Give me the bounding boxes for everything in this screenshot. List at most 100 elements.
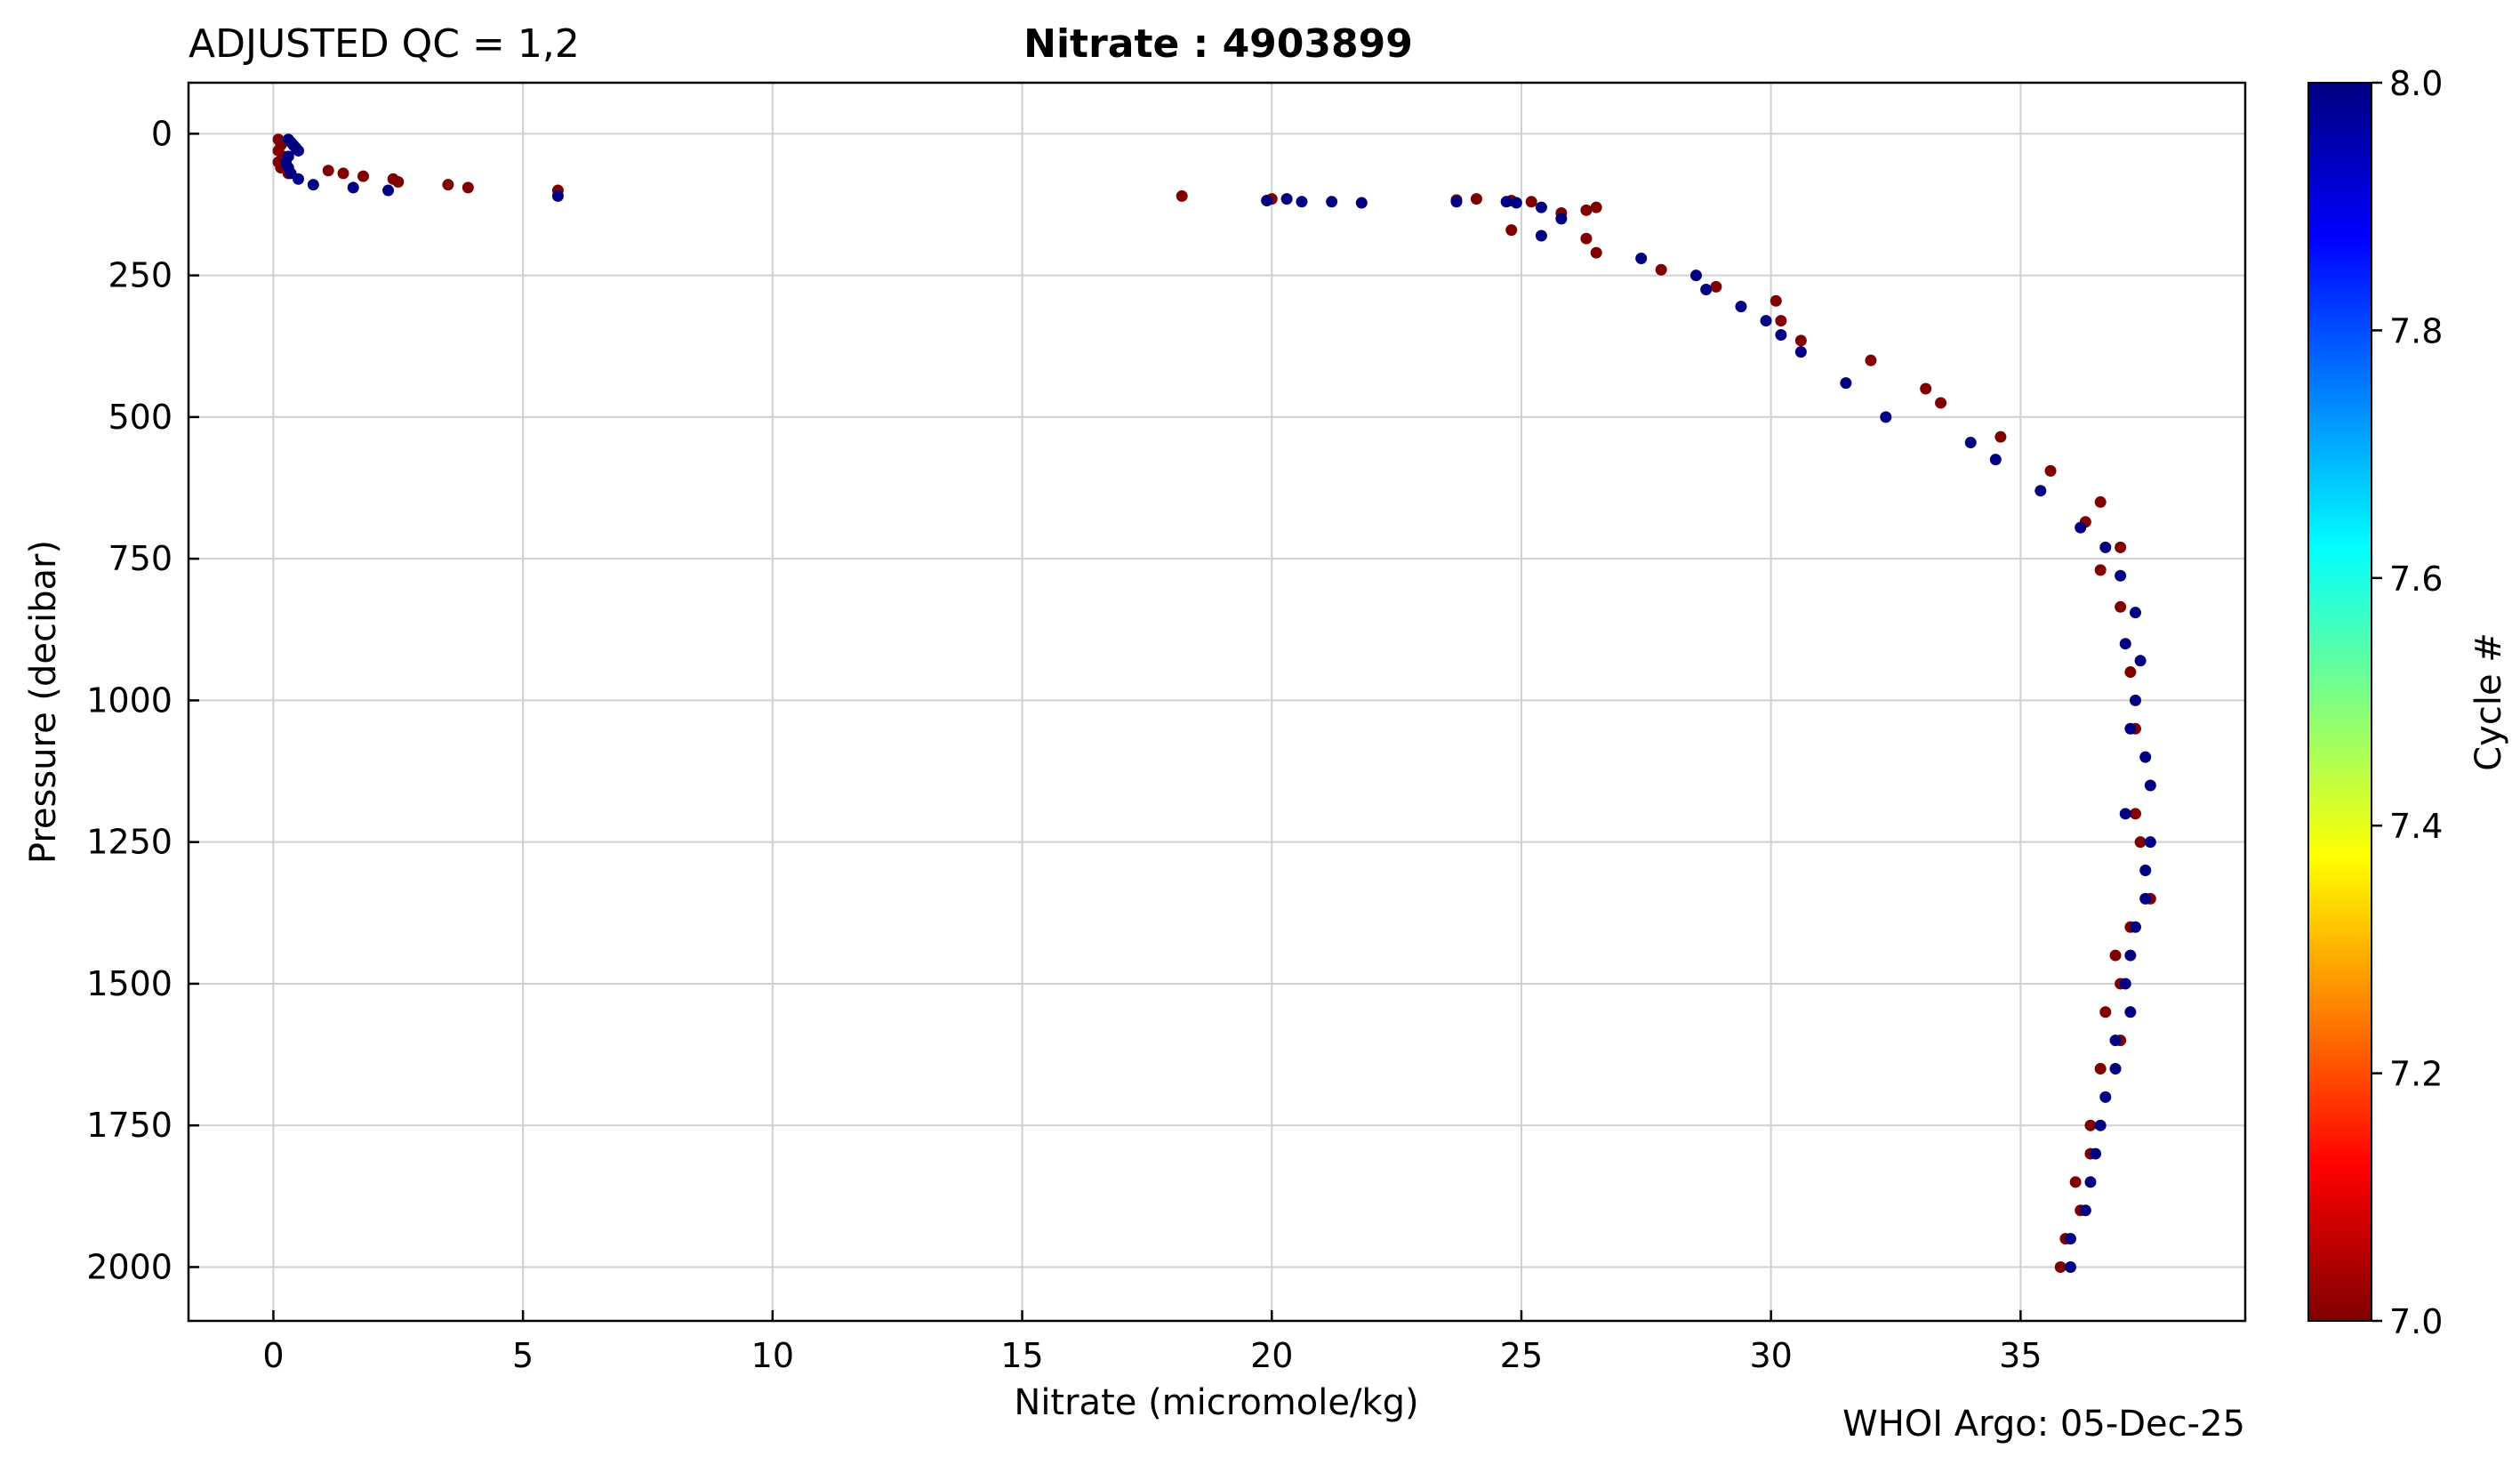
data-point-cycle-8 xyxy=(293,173,305,185)
data-point-cycle-7 xyxy=(1580,232,1593,245)
data-point-cycle-8 xyxy=(2144,836,2156,849)
data-point-cycle-7 xyxy=(322,165,334,177)
y-tick-label: 1750 xyxy=(86,1106,173,1145)
data-point-cycle-8 xyxy=(347,181,359,194)
plot-frame xyxy=(187,81,2247,1323)
data-point-cycle-7 xyxy=(2094,564,2107,576)
data-point-cycle-7 xyxy=(357,170,369,182)
y-axis-label: Pressure (decibar) xyxy=(23,540,64,864)
data-point-cycle-7 xyxy=(2069,1176,2082,1188)
data-point-cycle-7 xyxy=(2129,808,2141,820)
colorbar-tick-label: 7.8 xyxy=(2389,311,2443,350)
data-point-cycle-7 xyxy=(2094,495,2107,508)
data-point-cycle-7 xyxy=(2099,1006,2112,1018)
data-point-cycle-7 xyxy=(1590,201,1602,213)
colorbar-tick-label: 7.2 xyxy=(2389,1055,2443,1094)
y-tick-label: 1000 xyxy=(86,680,173,720)
colorbar xyxy=(2307,82,2372,1322)
data-point-cycle-8 xyxy=(2079,1204,2091,1217)
data-point-cycle-8 xyxy=(2129,607,2141,619)
data-point-cycle-8 xyxy=(1355,197,1368,209)
data-point-cycle-8 xyxy=(1326,196,1338,208)
colorbar-tick-label: 7.0 xyxy=(2389,1302,2443,1341)
x-axis-ticks: 0 5 10 15 20 25 30 35 xyxy=(262,1310,2042,1375)
colorbar-tick-label: 7.4 xyxy=(2389,807,2443,846)
x-tick-label: 20 xyxy=(1250,1336,1293,1375)
data-point-cycle-7 xyxy=(1470,193,1482,205)
data-point-cycle-7 xyxy=(1794,334,1807,347)
data-point-cycle-7 xyxy=(1505,224,1518,237)
data-point-cycle-8 xyxy=(2099,1091,2112,1103)
data-point-cycle-7 xyxy=(1590,246,1602,259)
data-point-cycle-8 xyxy=(2065,1233,2077,1245)
data-point-cycle-7 xyxy=(2115,541,2127,553)
data-point-cycle-8 xyxy=(307,179,319,191)
data-point-cycle-7 xyxy=(1775,315,1787,327)
x-tick-label: 35 xyxy=(1999,1336,2042,1375)
data-point-cycle-8 xyxy=(382,184,395,197)
scatter-points xyxy=(272,133,2156,1273)
data-point-cycle-8 xyxy=(2129,921,2141,933)
data-point-cycle-7 xyxy=(1935,397,1947,409)
y-tick-label: 500 xyxy=(108,398,173,437)
data-point-cycle-8 xyxy=(2109,1034,2122,1047)
data-point-cycle-8 xyxy=(1794,346,1807,358)
footer-credit: WHOI Argo: 05-Dec-25 xyxy=(1842,1404,2245,1445)
data-point-cycle-8 xyxy=(2124,949,2137,962)
data-point-cycle-8 xyxy=(2139,892,2152,905)
data-point-cycle-8 xyxy=(2139,865,2152,877)
data-point-cycle-7 xyxy=(1920,382,1932,395)
data-point-cycle-8 xyxy=(1535,229,1547,242)
data-point-cycle-8 xyxy=(2034,485,2047,497)
data-point-cycle-7 xyxy=(442,179,454,191)
data-point-cycle-8 xyxy=(2129,694,2141,706)
x-tick-label: 0 xyxy=(262,1336,284,1375)
y-tick-label: 1500 xyxy=(86,964,173,1003)
data-point-cycle-8 xyxy=(2124,722,2137,735)
data-point-cycle-8 xyxy=(1280,193,1293,205)
data-point-cycle-8 xyxy=(2115,569,2127,582)
x-tick-label: 15 xyxy=(1000,1336,1043,1375)
y-tick-label: 250 xyxy=(108,256,173,295)
data-point-cycle-8 xyxy=(2119,638,2131,650)
y-tick-label: 0 xyxy=(151,114,173,153)
y-tick-label: 750 xyxy=(108,539,173,578)
data-point-cycle-8 xyxy=(2119,808,2131,820)
data-point-cycle-7 xyxy=(1770,294,1782,307)
data-point-cycle-8 xyxy=(2090,1147,2102,1160)
data-point-cycle-7 xyxy=(392,175,405,188)
x-tick-label: 25 xyxy=(1500,1336,1543,1375)
data-point-cycle-8 xyxy=(1535,201,1547,213)
data-point-cycle-7 xyxy=(2084,1119,2097,1131)
data-point-cycle-7 xyxy=(1865,354,1877,366)
data-point-cycle-8 xyxy=(2075,521,2087,534)
data-point-cycle-8 xyxy=(1689,270,1702,282)
data-point-cycle-8 xyxy=(1450,196,1463,208)
data-point-cycle-8 xyxy=(1840,377,1852,390)
data-point-cycle-8 xyxy=(2144,779,2156,792)
chart-title-center: Nitrate : 4903899 xyxy=(1023,21,1413,67)
colorbar-tick-label: 7.6 xyxy=(2389,559,2443,599)
data-point-cycle-7 xyxy=(2134,836,2147,849)
data-point-cycle-8 xyxy=(293,144,305,157)
data-point-cycle-7 xyxy=(461,181,474,194)
data-point-cycle-7 xyxy=(1655,263,1667,276)
data-point-cycle-8 xyxy=(2139,751,2152,763)
data-point-cycle-8 xyxy=(2124,1006,2137,1018)
x-tick-label: 30 xyxy=(1749,1336,1792,1375)
data-point-cycle-8 xyxy=(1700,284,1713,296)
data-point-cycle-7 xyxy=(1710,280,1722,293)
data-point-cycle-8 xyxy=(1635,252,1648,264)
colorbar-ticks: 7.0 7.2 7.4 7.6 7.8 8.0 xyxy=(2372,64,2443,1341)
data-point-cycle-7 xyxy=(337,167,349,180)
colorbar-tick-label: 8.0 xyxy=(2389,64,2443,103)
data-point-cycle-8 xyxy=(1880,411,1892,423)
data-point-cycle-7 xyxy=(1580,204,1593,216)
x-tick-label: 10 xyxy=(751,1336,794,1375)
data-point-cycle-8 xyxy=(1964,437,1977,449)
data-point-cycle-8 xyxy=(2119,978,2131,990)
data-point-cycle-8 xyxy=(2109,1063,2122,1075)
data-point-cycle-7 xyxy=(2044,464,2057,477)
data-point-cycle-8 xyxy=(1989,454,2002,466)
data-point-cycle-7 xyxy=(2115,600,2127,613)
